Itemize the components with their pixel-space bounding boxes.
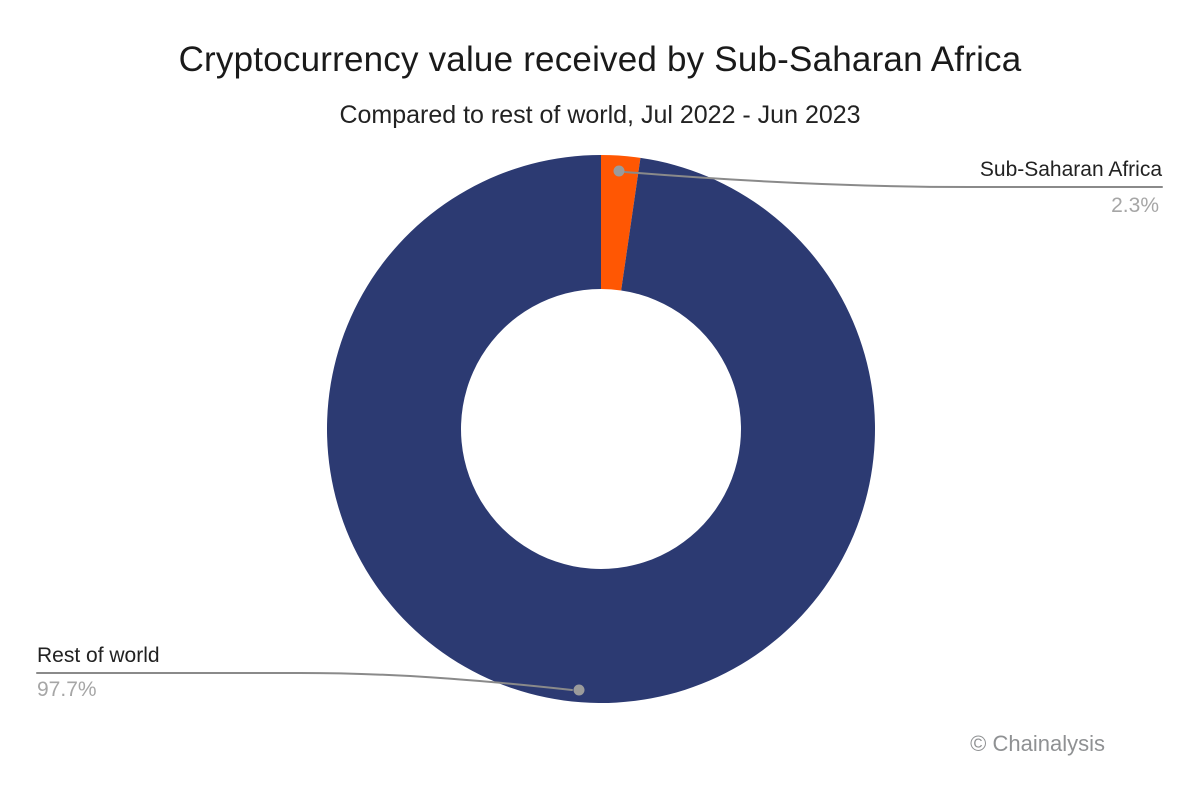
chart-title: Cryptocurrency value received by Sub-Sah… [178, 40, 1022, 79]
leader-line-sub-saharan-africa [624, 171, 1163, 188]
donut-slices [327, 155, 876, 704]
callout-label-sub-saharan-africa: Sub-Saharan Africa [979, 158, 1162, 181]
callout-value-rest-of-world: 97.7% [37, 678, 97, 701]
callout-value-sub-saharan-africa: 2.3% [1111, 194, 1159, 217]
leader-dot-rest-of-world [573, 684, 585, 696]
leader-dot-sub-saharan-africa [613, 165, 625, 177]
leader-line-rest-of-world [36, 672, 573, 691]
chart-subtitle: Compared to rest of world, Jul 2022 - Ju… [339, 101, 861, 129]
attribution-text: © Chainalysis [970, 731, 1105, 756]
pie-slice-rest-of-world [327, 155, 876, 704]
callout-label-rest-of-world: Rest of world [37, 644, 160, 667]
pie-slice-sub-saharan-africa [601, 155, 641, 291]
